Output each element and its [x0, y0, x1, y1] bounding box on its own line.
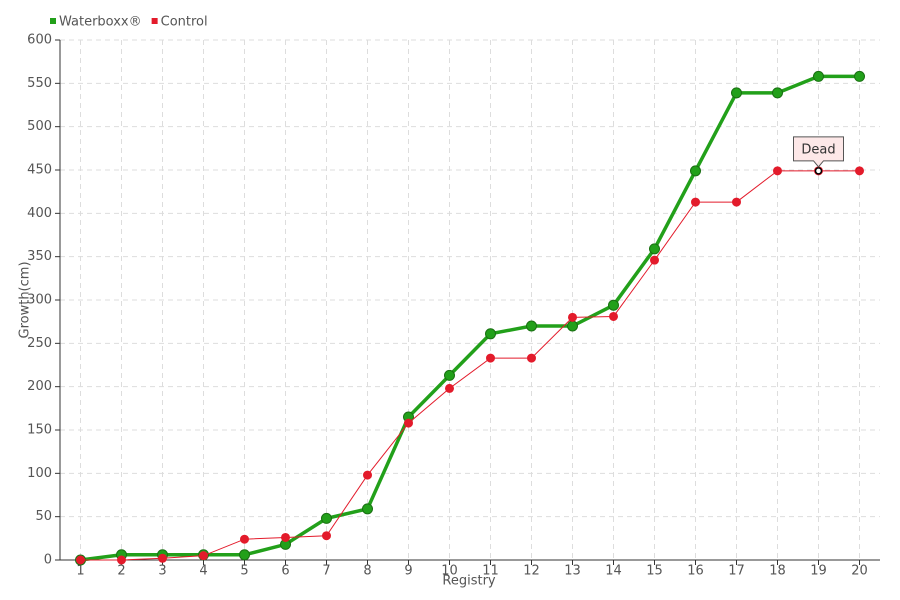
data-point [117, 555, 126, 565]
annotation-marker [814, 167, 823, 175]
data-point [526, 320, 537, 332]
y-tick-label: 600 [27, 33, 52, 48]
annotation-box [793, 136, 844, 168]
series-line [80, 74, 860, 562]
annotation-text: Dead [801, 142, 835, 157]
x-tick-label: 7 [322, 564, 330, 579]
x-tick-label: 3 [158, 564, 166, 579]
legend-label: Waterboxx® [59, 15, 142, 30]
data-point [690, 165, 701, 177]
data-point [649, 243, 660, 255]
data-point [650, 255, 659, 265]
y-tick-label: 500 [27, 119, 52, 134]
y-tick-label: 150 [27, 423, 52, 438]
x-tick-label: 4 [199, 564, 207, 579]
x-tick-label: 17 [728, 564, 745, 579]
data-point [772, 87, 783, 99]
x-tick-label: 20 [851, 564, 868, 579]
data-point [732, 197, 741, 207]
data-point [363, 470, 372, 480]
x-tick-label: 8 [363, 564, 371, 579]
data-point [854, 70, 865, 82]
data-point [527, 353, 536, 363]
data-point [76, 555, 85, 565]
data-point [486, 353, 495, 363]
data-point [362, 503, 373, 515]
data-point [158, 553, 167, 563]
data-point [322, 531, 331, 541]
data-point [568, 312, 577, 322]
x-tick-label: 1 [76, 564, 84, 579]
data-point [281, 532, 290, 542]
y-axis-label: Growth(cm) [18, 261, 33, 338]
data-point [404, 418, 413, 428]
y-tick-label: 250 [27, 336, 52, 351]
y-tick-label: 350 [27, 249, 52, 264]
y-tick-label: 550 [27, 76, 52, 91]
x-tick-label: 13 [564, 564, 581, 579]
data-point [445, 383, 454, 393]
data-point [485, 328, 496, 340]
x-tick-label: 9 [404, 564, 412, 579]
x-tick-label: 14 [605, 564, 622, 579]
data-point [567, 320, 578, 332]
x-tick-label: 5 [240, 564, 248, 579]
legend-swatch [151, 18, 158, 24]
y-tick-label: 200 [27, 379, 52, 394]
data-point [773, 166, 782, 176]
data-point [731, 87, 742, 99]
x-tick-label: 12 [523, 564, 540, 579]
x-tick-label: 11 [482, 564, 499, 579]
y-tick-label: 100 [27, 466, 52, 481]
x-tick-label: 19 [810, 564, 827, 579]
data-point [199, 551, 208, 561]
y-tick-label: 450 [27, 163, 52, 178]
legend-swatch [50, 18, 56, 24]
y-tick-label: 50 [35, 509, 52, 524]
x-tick-label: 18 [769, 564, 786, 579]
x-tick-label: 6 [281, 564, 289, 579]
y-tick-label: 0 [44, 553, 52, 568]
data-point [609, 311, 618, 321]
data-point [855, 166, 864, 176]
x-axis-label: Registry [442, 574, 496, 589]
data-point [239, 549, 250, 561]
data-point [691, 197, 700, 207]
data-point [240, 534, 249, 544]
legend-label: Control [161, 15, 208, 30]
x-tick-label: 10 [441, 564, 458, 579]
x-tick-label: 2 [117, 564, 125, 579]
y-tick-label: 400 [27, 206, 52, 221]
y-tick-label: 300 [27, 293, 52, 308]
x-tick-label: 15 [646, 564, 663, 579]
x-tick-label: 16 [687, 564, 704, 579]
data-point [444, 369, 455, 381]
data-point [813, 70, 824, 82]
series-line [80, 170, 860, 561]
data-point [608, 299, 619, 311]
data-point [321, 512, 332, 524]
